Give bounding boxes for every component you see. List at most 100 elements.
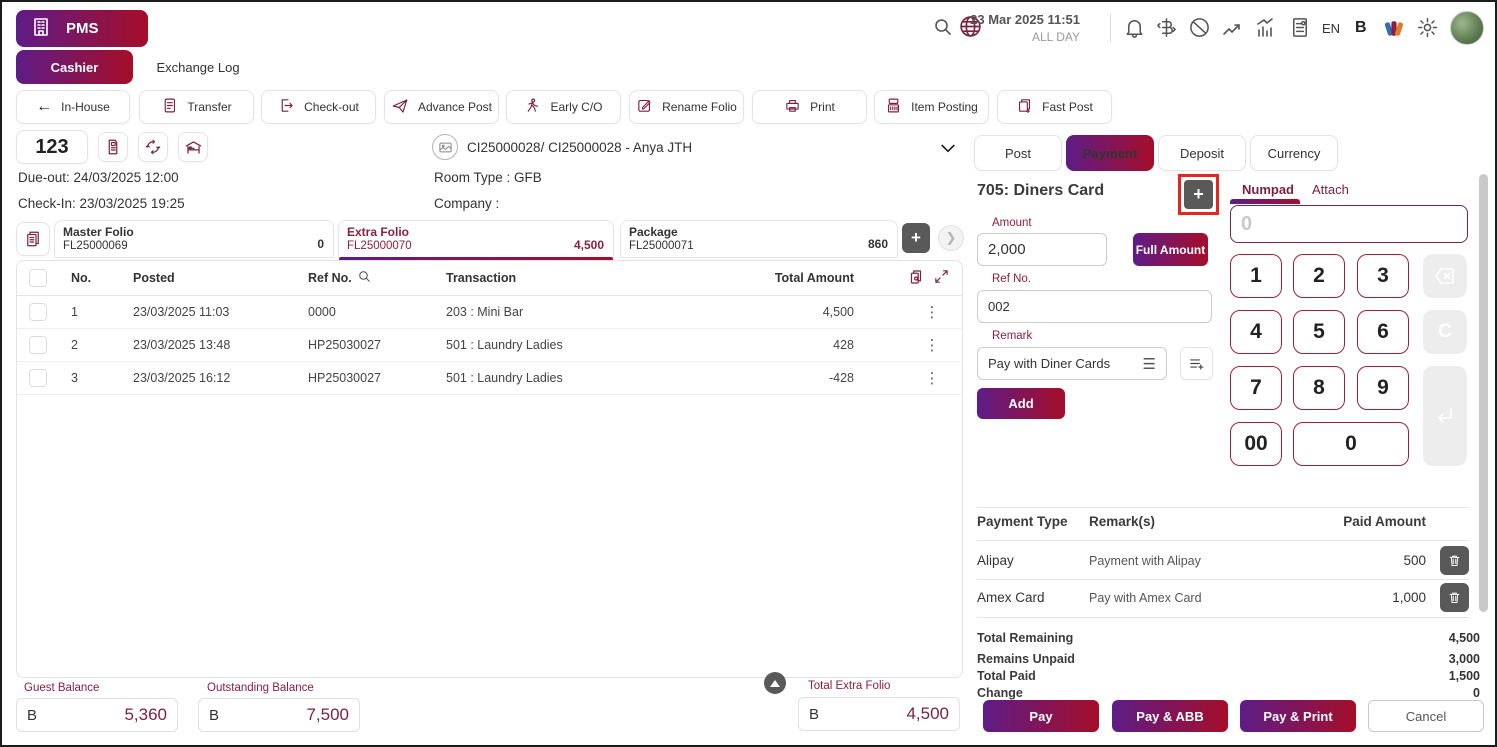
header-date: 23 Mar 2025 11:51: [970, 12, 1080, 27]
pay-button[interactable]: Pay: [983, 700, 1099, 732]
collapse-up-button[interactable]: [764, 672, 786, 694]
folio-scroll-right-button[interactable]: ❯: [938, 225, 964, 251]
numpad-enter-key[interactable]: [1423, 366, 1467, 466]
numpad-key-3[interactable]: 3: [1357, 254, 1409, 298]
numpad-display[interactable]: 0: [1230, 205, 1468, 243]
numpad-key-0[interactable]: 0: [1293, 422, 1409, 466]
currency-exchange-icon[interactable]: [1155, 16, 1178, 39]
registration-card-button[interactable]: [98, 132, 128, 162]
full-amount-button[interactable]: Full Amount: [1133, 233, 1208, 266]
numpad-key-6[interactable]: 6: [1357, 310, 1409, 354]
folio-list-icon[interactable]: [16, 222, 50, 256]
folio-tab-package[interactable]: Package FL25000071 860: [620, 220, 898, 258]
numpad-clear-key[interactable]: C: [1423, 310, 1467, 354]
toolbar-item-posting-button[interactable]: Item Posting: [874, 90, 989, 124]
numpad-key-9[interactable]: 9: [1357, 366, 1409, 410]
settings-gear-icon[interactable]: [1416, 16, 1439, 39]
remark-input[interactable]: Pay with Diner Cards ☰: [977, 347, 1167, 380]
notifications-bell-icon[interactable]: [1123, 16, 1146, 39]
remark-menu-icon[interactable]: ☰: [1142, 355, 1156, 373]
language-selector[interactable]: EN: [1322, 21, 1341, 36]
globe-icon[interactable]: [958, 14, 983, 39]
divider: [977, 540, 1469, 541]
numpad-key-8[interactable]: 8: [1293, 366, 1345, 410]
user-initial-badge[interactable]: B: [1355, 19, 1367, 36]
divider: [977, 617, 1469, 618]
add-button[interactable]: Add: [977, 388, 1065, 419]
numpad-key-00[interactable]: 00: [1230, 422, 1282, 466]
toolbar-in-house-button[interactable]: ← In-House: [16, 90, 130, 124]
remark-template-button[interactable]: [1180, 347, 1213, 380]
tab-attach[interactable]: Attach: [1312, 182, 1349, 197]
cancel-button[interactable]: Cancel: [1368, 700, 1484, 732]
expand-icon[interactable]: [933, 268, 950, 288]
numpad-key-5[interactable]: 5: [1293, 310, 1345, 354]
tab-exchange-log[interactable]: Exchange Log: [133, 50, 263, 84]
toolbar-transfer-button[interactable]: Transfer: [139, 90, 254, 124]
row-checkbox[interactable]: [29, 336, 47, 354]
block-icon[interactable]: [1188, 16, 1211, 39]
amount-label: Amount: [992, 217, 1032, 229]
tab-deposit[interactable]: Deposit: [1158, 135, 1246, 171]
report-document-icon[interactable]: [1288, 16, 1311, 39]
ref-no-input[interactable]: 002: [977, 290, 1212, 323]
app-logo[interactable]: PMS: [16, 10, 148, 47]
delete-payment-button[interactable]: [1440, 583, 1469, 612]
toolbar-print-button[interactable]: Print: [752, 90, 867, 124]
numpad-key-2[interactable]: 2: [1293, 254, 1345, 298]
row-checkbox[interactable]: [29, 303, 47, 321]
numpad-key-4[interactable]: 4: [1230, 310, 1282, 354]
guest-photo-icon[interactable]: [432, 134, 458, 160]
numpad-key-7[interactable]: 7: [1230, 366, 1282, 410]
row-checkbox[interactable]: [29, 369, 47, 387]
room-bed-button[interactable]: [178, 132, 208, 162]
room-number-box[interactable]: 123: [16, 130, 88, 164]
select-all-checkbox[interactable]: [29, 269, 47, 287]
theme-palette-icon[interactable]: [1382, 16, 1407, 41]
folio-tab-extra[interactable]: Extra Folio FL25000070 4,500: [338, 220, 614, 261]
header-datetime: 23 Mar 2025 11:51 ALL DAY: [970, 12, 1080, 44]
edit-pencil-icon: [636, 97, 653, 117]
copy-search-icon[interactable]: [907, 268, 925, 289]
add-folio-button[interactable]: +: [902, 223, 930, 253]
row-menu-kebab-icon[interactable]: ⋮: [924, 304, 940, 321]
toolbar-check-out-button[interactable]: Check-out: [261, 90, 376, 124]
delete-payment-button[interactable]: [1440, 546, 1469, 575]
numpad-backspace-key[interactable]: [1423, 254, 1467, 298]
tab-cashier[interactable]: Cashier: [16, 50, 133, 84]
add-payment-method-button[interactable]: +: [1184, 180, 1213, 209]
currency-symbol: B: [809, 705, 820, 723]
refresh-sync-button[interactable]: [138, 132, 168, 162]
tab-post[interactable]: Post: [974, 135, 1062, 171]
tab-currency[interactable]: Currency: [1250, 135, 1338, 171]
numpad-key-1[interactable]: 1: [1230, 254, 1282, 298]
guest-balance-label: Guest Balance: [24, 682, 100, 694]
folio-tab-master[interactable]: Master Folio FL25000069 0: [54, 220, 334, 258]
toolbar-rename-folio-button[interactable]: Rename Folio: [629, 90, 744, 124]
row-menu-kebab-icon[interactable]: ⋮: [924, 337, 940, 354]
transaction-row[interactable]: 2 23/03/2025 13:48 HP25030027 501 : Laun…: [17, 329, 962, 362]
right-panel-scrollbar[interactable]: [1479, 174, 1488, 612]
toolbar-early-co-button[interactable]: Early C/O: [506, 90, 621, 124]
toolbar-fast-post-button[interactable]: Fast Post: [997, 90, 1112, 124]
transaction-row[interactable]: 1 23/03/2025 11:03 0000 203 : Mini Bar 4…: [17, 296, 962, 329]
backspace-icon: [1435, 268, 1454, 284]
bar-chart-icon[interactable]: [1253, 16, 1277, 40]
ref-search-icon[interactable]: [357, 269, 372, 287]
tab-payment[interactable]: Payment: [1066, 135, 1154, 171]
tab-numpad[interactable]: Numpad: [1242, 182, 1294, 197]
row-no: 2: [71, 338, 78, 352]
payment-row-type: Amex Card: [977, 590, 1045, 605]
user-avatar[interactable]: [1450, 11, 1484, 45]
pay-abb-button[interactable]: Pay & ABB: [1112, 700, 1228, 732]
amount-input[interactable]: 2,000: [977, 233, 1107, 266]
row-total: 428: [833, 338, 854, 352]
transactions-header-row: No. Posted Ref No. Transaction Total Amo…: [17, 261, 962, 296]
row-menu-kebab-icon[interactable]: ⋮: [924, 370, 940, 387]
pay-print-button[interactable]: Pay & Print: [1240, 700, 1356, 732]
chevron-down-icon[interactable]: [938, 138, 958, 161]
line-chart-icon[interactable]: [1220, 16, 1244, 40]
search-icon[interactable]: [932, 16, 954, 38]
toolbar-advance-post-button[interactable]: Advance Post: [384, 90, 499, 124]
transaction-row[interactable]: 3 23/03/2025 16:12 HP25030027 501 : Laun…: [17, 362, 962, 395]
